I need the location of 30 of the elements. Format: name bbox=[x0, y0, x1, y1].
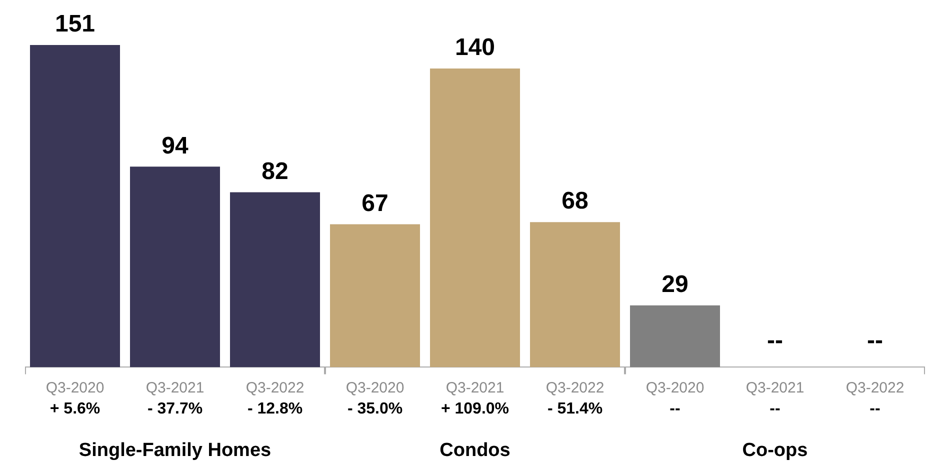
data-label: 67 bbox=[362, 190, 388, 217]
text: -- bbox=[870, 400, 880, 418]
text: - 35.0% bbox=[347, 400, 403, 418]
text: + 5.6% bbox=[50, 400, 100, 418]
x-tick-label: Q3-2022 bbox=[846, 379, 904, 396]
text: -- bbox=[867, 326, 883, 354]
data-label: 82 bbox=[262, 158, 288, 185]
text: - 37.7% bbox=[147, 400, 203, 418]
x-axis-title: Single-Family Homes bbox=[78, 440, 272, 461]
text: - 51.4% bbox=[547, 400, 603, 418]
text: + 109.0% bbox=[440, 400, 510, 418]
data-label: 68 bbox=[562, 188, 588, 215]
x-tick-label: Q3-2021 bbox=[146, 379, 204, 396]
x-tick-label: Q3-2021 bbox=[746, 379, 804, 396]
data-label: 140 bbox=[454, 34, 496, 62]
x-tick-label: Q3-2020 bbox=[646, 379, 704, 396]
text: -- bbox=[767, 326, 783, 354]
x-axis-title: Co-ops bbox=[742, 440, 808, 461]
x-tick-label: Q3-2020 bbox=[346, 379, 404, 396]
data-label: 94 bbox=[162, 132, 189, 160]
text: -- bbox=[670, 400, 680, 418]
x-tick-label: Q3-2021 bbox=[446, 379, 504, 396]
x-axis-title: Condos bbox=[440, 440, 510, 461]
data-label: 151 bbox=[54, 10, 96, 38]
x-tick-label: Q3-2022 bbox=[546, 379, 604, 396]
text: -- bbox=[770, 400, 780, 418]
text: - 12.8% bbox=[247, 400, 303, 418]
x-tick-label: Q3-2020 bbox=[46, 379, 104, 396]
x-tick-label: Q3-2022 bbox=[246, 379, 304, 396]
data-label: 29 bbox=[662, 270, 688, 298]
